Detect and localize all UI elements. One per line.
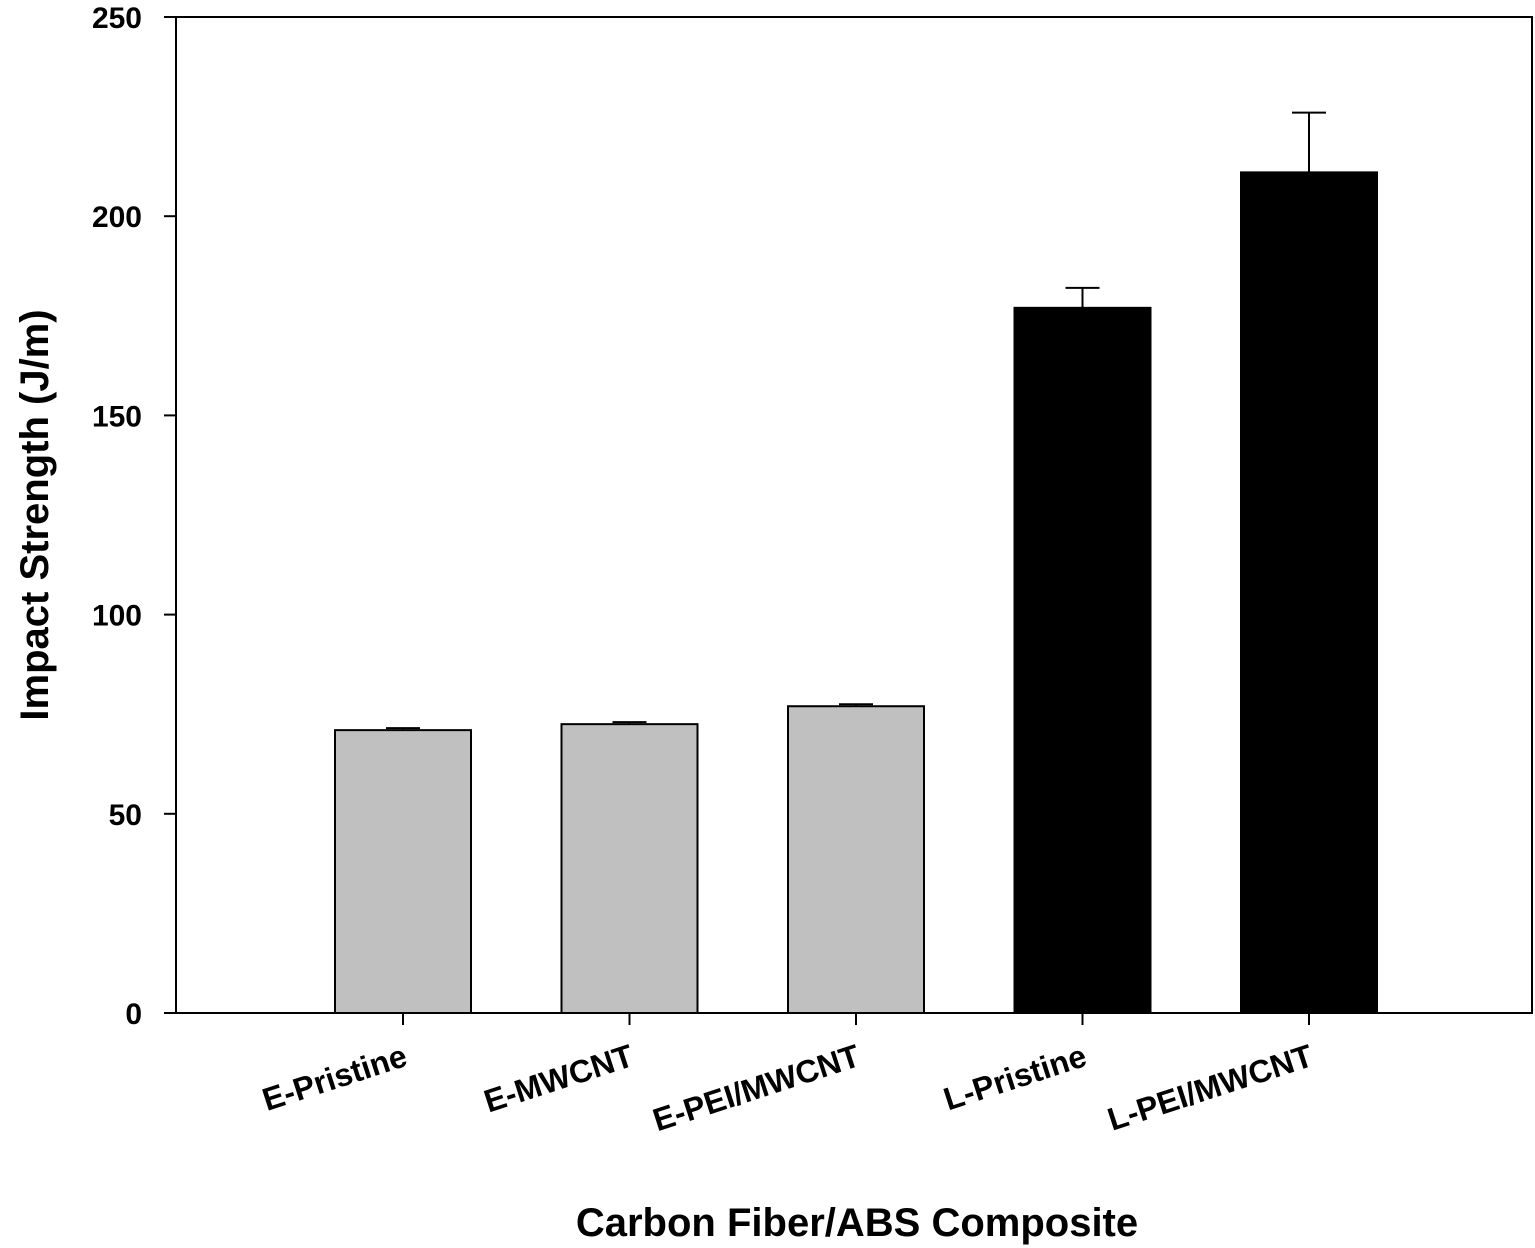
bar-l-pristine: [1013, 306, 1152, 1015]
y-tick-label: 150: [92, 400, 142, 433]
bar-e-mwcnt: [560, 723, 699, 1014]
x-tick-label: E-Pristine: [258, 1037, 411, 1117]
x-axis-title: Carbon Fiber/ABS Composite: [576, 1201, 1138, 1245]
x-tick-label: E-PEI/MWCNT: [648, 1037, 864, 1138]
y-axis-ticks: 0 50 100 150 200 250: [92, 2, 176, 1031]
x-tick-label: E-MWCNT: [479, 1037, 638, 1119]
x-tick-label: L-PEI/MWCNT: [1103, 1037, 1317, 1137]
bars: [334, 111, 1378, 1015]
y-axis-title: Impact Strength (J/m): [13, 309, 57, 720]
y-tick-label: 250: [92, 2, 142, 35]
y-tick-label: 0: [125, 998, 142, 1031]
y-tick-label: 50: [109, 799, 142, 832]
bar-e-pristine: [334, 729, 472, 1014]
bar-l-pei-mwcnt: [1240, 171, 1378, 1015]
y-tick-label: 100: [92, 600, 142, 633]
x-tick-label: L-Pristine: [939, 1037, 1090, 1117]
x-axis-ticks: E-Pristine E-MWCNT E-PEI/MWCNT L-Pristine L-…: [258, 1013, 1318, 1138]
bar-e-pei-mwcnt: [787, 705, 925, 1014]
y-tick-label: 200: [92, 201, 142, 234]
